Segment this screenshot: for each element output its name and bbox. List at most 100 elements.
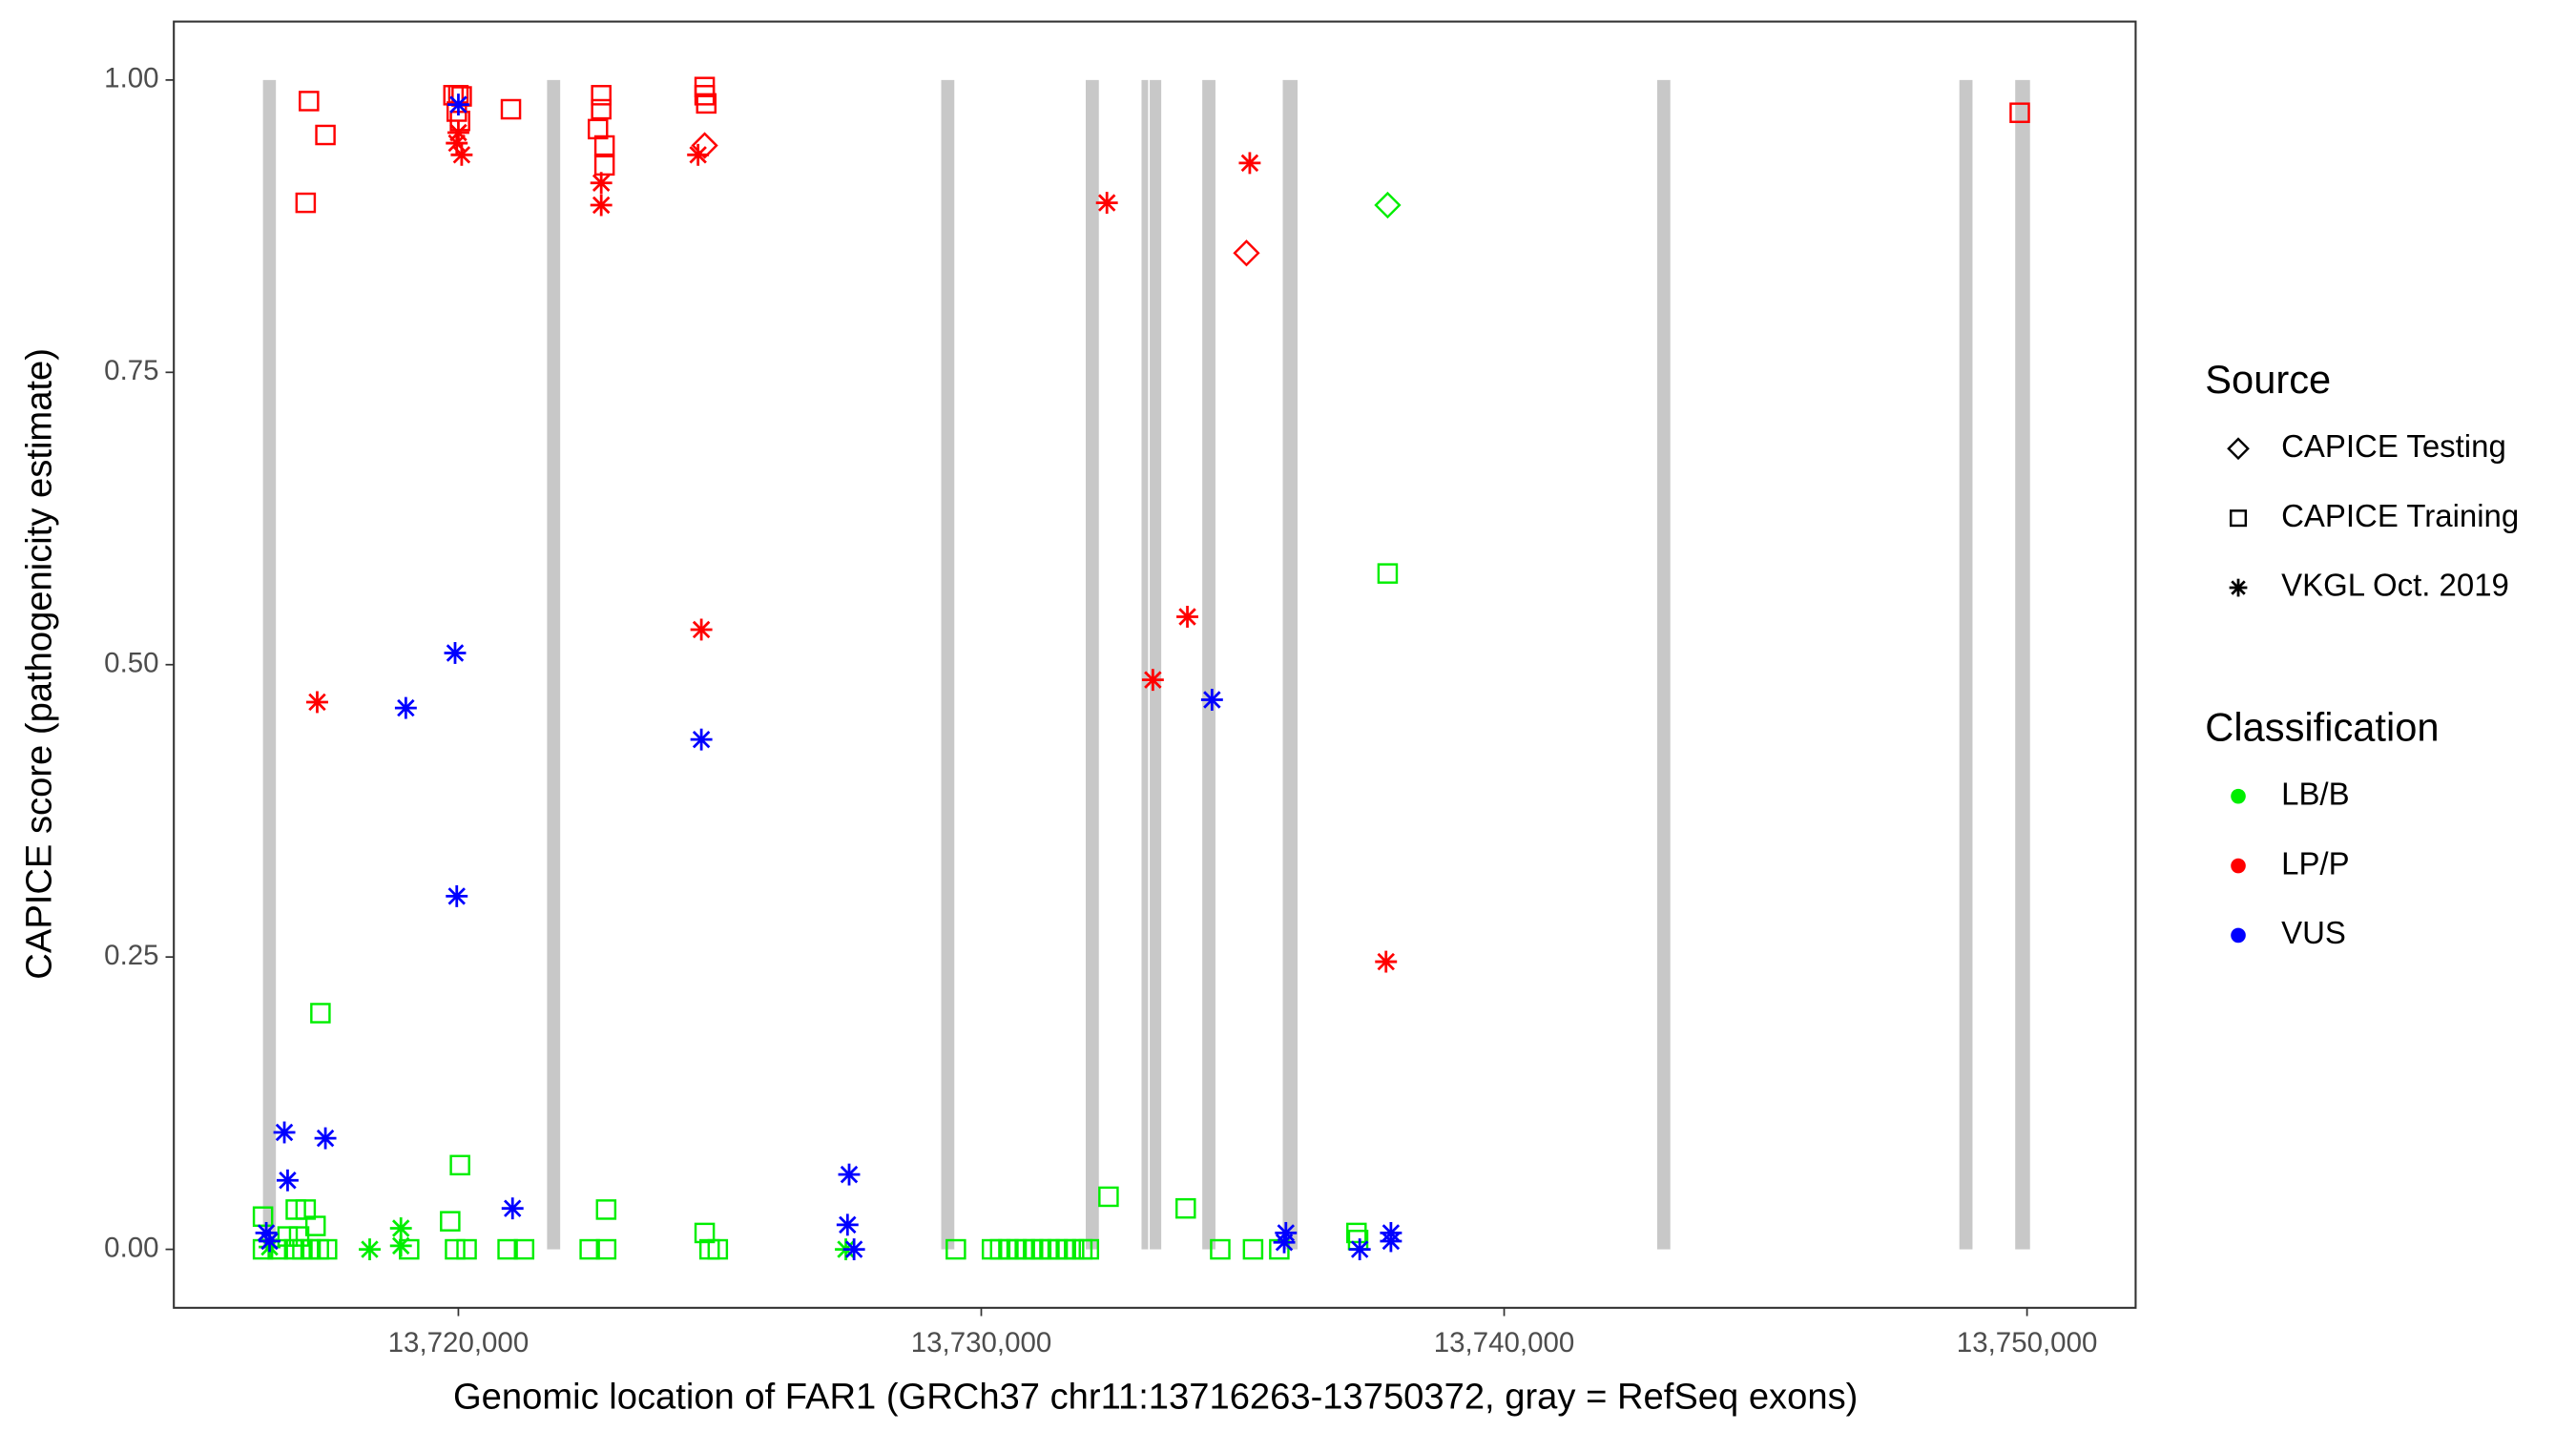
point xyxy=(696,93,717,114)
point xyxy=(1377,563,1399,584)
point xyxy=(593,155,615,176)
exon xyxy=(1141,79,1149,1250)
point xyxy=(440,1211,461,1232)
point xyxy=(1175,1197,1196,1219)
asterisk-stroke xyxy=(503,1199,522,1217)
x-axis-title: Genomic location of FAR1 (GRCh37 chr11:1… xyxy=(453,1376,1858,1417)
legend-label: CAPICE Training xyxy=(2281,498,2519,533)
point xyxy=(587,118,609,140)
point xyxy=(690,728,713,751)
point xyxy=(1374,191,1402,219)
asterisk-stroke xyxy=(447,887,466,905)
point xyxy=(838,1163,861,1186)
asterisk-stroke xyxy=(2231,580,2246,595)
exon xyxy=(262,79,277,1250)
exon xyxy=(1202,79,1215,1250)
point xyxy=(304,1215,326,1236)
asterisk-stroke xyxy=(689,146,707,164)
exon xyxy=(547,79,561,1250)
point xyxy=(259,1230,280,1253)
point xyxy=(288,1226,310,1247)
point xyxy=(836,1213,859,1236)
point xyxy=(694,1222,716,1244)
asterisk-stroke xyxy=(446,644,465,662)
point xyxy=(317,1238,338,1260)
point xyxy=(1141,669,1164,692)
point xyxy=(501,1197,524,1220)
legend-symbol xyxy=(2231,858,2246,874)
x-tick-label: 13,720,000 xyxy=(388,1327,530,1358)
point xyxy=(707,1238,729,1260)
point xyxy=(590,172,613,195)
point xyxy=(310,1003,331,1024)
exon xyxy=(1656,79,1671,1250)
asterisk-stroke xyxy=(391,1236,410,1255)
asterisk-stroke xyxy=(1144,671,1162,689)
point xyxy=(513,1238,535,1260)
point xyxy=(591,85,612,106)
point xyxy=(593,135,615,156)
asterisk-stroke xyxy=(1275,1233,1294,1252)
legend-label: CAPICE Testing xyxy=(2281,428,2506,464)
point xyxy=(359,1238,381,1261)
point xyxy=(687,143,710,166)
exon xyxy=(1150,79,1162,1250)
legend-title: Classification xyxy=(2205,704,2439,749)
asterisk-stroke xyxy=(840,1165,859,1184)
asterisk-stroke xyxy=(257,1224,276,1242)
asterisk-stroke xyxy=(452,146,471,164)
point xyxy=(277,1169,299,1192)
asterisk-stroke xyxy=(391,1219,410,1237)
point xyxy=(591,98,612,120)
point xyxy=(1078,1238,1100,1260)
asterisk-stroke xyxy=(1350,1240,1369,1258)
plot-frame xyxy=(173,20,2137,1309)
asterisk-stroke xyxy=(397,698,415,717)
asterisk-stroke xyxy=(275,1123,294,1142)
exon xyxy=(1959,79,1973,1250)
point xyxy=(1238,152,1261,175)
point xyxy=(1098,1186,1119,1208)
legend-title: Source xyxy=(2205,357,2331,402)
asterisk-stroke xyxy=(1377,952,1395,971)
legend-label: VKGL Oct. 2019 xyxy=(2281,568,2509,603)
asterisk-stroke xyxy=(447,134,466,153)
x-tick-label: 13,740,000 xyxy=(1434,1327,1575,1358)
asterisk-stroke xyxy=(844,1240,863,1258)
y-tick-label: 0.50 xyxy=(104,648,158,679)
point xyxy=(595,1199,617,1220)
point xyxy=(314,1127,337,1150)
point xyxy=(1375,950,1398,973)
asterisk-stroke xyxy=(1097,194,1116,212)
point xyxy=(2009,102,2030,123)
point xyxy=(579,1238,600,1260)
point xyxy=(945,1238,966,1260)
point xyxy=(444,642,467,664)
point xyxy=(389,1234,412,1257)
y-tick-label: 1.00 xyxy=(104,63,158,94)
point xyxy=(1346,1222,1367,1244)
point xyxy=(595,1238,617,1260)
point xyxy=(299,91,320,112)
point xyxy=(1273,1231,1296,1254)
legend-symbol xyxy=(2229,509,2248,528)
exon xyxy=(2015,79,2030,1250)
point xyxy=(446,132,468,155)
asterisk-stroke xyxy=(692,730,711,749)
asterisk-stroke xyxy=(361,1240,379,1258)
point xyxy=(691,132,718,159)
asterisk-stroke xyxy=(592,196,611,215)
y-tick-label: 0.75 xyxy=(104,355,158,386)
point xyxy=(590,194,613,217)
asterisk-stroke xyxy=(692,620,711,639)
asterisk-stroke xyxy=(260,1232,279,1251)
legend-symbol xyxy=(2229,578,2248,597)
asterisk-stroke xyxy=(1381,1232,1401,1251)
point xyxy=(1095,192,1118,215)
asterisk-stroke xyxy=(308,693,326,712)
point xyxy=(273,1121,296,1144)
asterisk-stroke xyxy=(592,174,611,192)
point xyxy=(1233,239,1260,267)
